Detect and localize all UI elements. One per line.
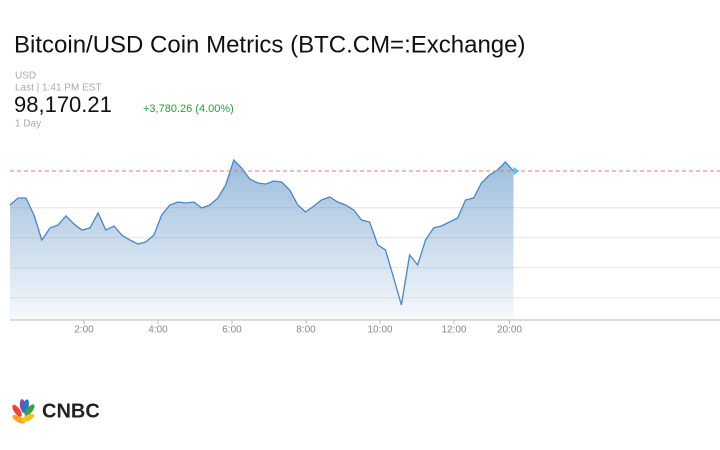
period: 1 Day [15,119,41,130]
last-time: Last | 1:41 PM EST [15,83,102,94]
x-tick-label: 8:00 [296,325,316,336]
currency: USD [15,71,36,82]
x-tick-label: 20:00 [497,325,522,336]
x-tick-label: 10:00 [367,325,392,336]
x-tick-label: 4:00 [148,325,168,336]
change: +3,780.26 (4.00%) [143,103,234,115]
price: 98,170.21 [14,92,112,117]
peacock-icon [12,399,35,424]
chart-title: Bitcoin/USD Coin Metrics (BTC.CM=:Exchan… [14,31,525,58]
logo-text: CNBC [42,400,100,422]
line [9,158,514,306]
x-tick-label: 6:00 [222,325,242,336]
area [10,160,514,320]
last-price-marker [513,166,520,175]
x-tick-label: 12:00 [441,325,466,336]
logo: CNBC [12,399,100,424]
x-tick-label: 2:00 [74,325,94,336]
